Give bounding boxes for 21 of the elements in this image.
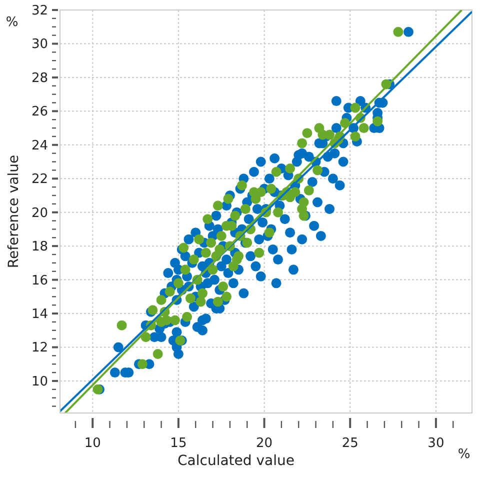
x-tick-label: 10 [84, 436, 101, 451]
y-tick-label: 26 [31, 104, 48, 120]
x-axis-title: Calculated value [178, 453, 294, 469]
x-tick-label: 20 [256, 436, 273, 451]
y-tick-label: 10 [31, 374, 48, 390]
y-tick-label: 30 [31, 37, 48, 52]
x-tick-label: 15 [170, 436, 187, 451]
text: % [458, 447, 470, 462]
y-tick-label: 32 [31, 4, 48, 18]
y-tick-label: 18 [31, 240, 48, 255]
y-tick-label: 12 [31, 340, 48, 356]
text: % [6, 15, 18, 30]
y-tick-label: 28 [31, 70, 48, 86]
y-tick-label: 22 [31, 172, 48, 188]
y-tick-label: 14 [31, 307, 48, 322]
y-tick-label: 16 [31, 273, 48, 288]
x-tick-label: 25 [342, 436, 358, 451]
x-tick-label: 30 [428, 436, 444, 451]
y-tick-label: 20 [31, 206, 48, 221]
y-axis-title: Reference value [6, 154, 22, 268]
y-tick-label: 24 [31, 138, 48, 154]
